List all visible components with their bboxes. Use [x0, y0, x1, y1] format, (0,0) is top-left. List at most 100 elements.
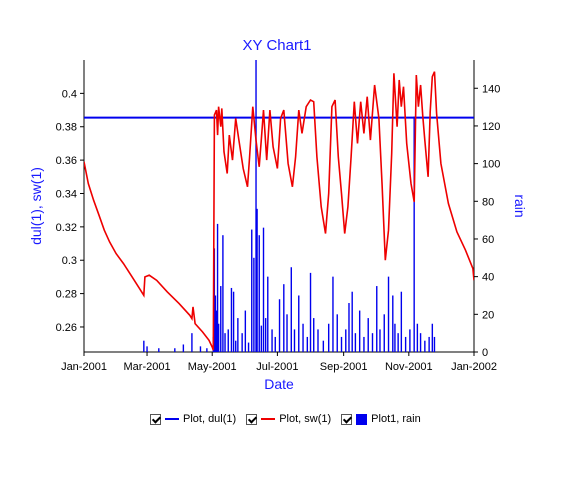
y2-tick-label: 60	[482, 234, 494, 246]
rain-bar	[260, 325, 263, 352]
y2-axis: 0 20 40 60 80 100 120 140	[474, 83, 500, 359]
rain-bar	[262, 227, 265, 352]
x-axis: Jan-2001 Mar-2001 May-2001 Jul-2001 Sep-2001…	[61, 352, 497, 373]
x-tick-label: Jul-2001	[256, 361, 298, 373]
y-axis: 0.26 0.28 0.3 0.32 0.34 0.36 0.38 0.4	[56, 88, 84, 334]
rain-bar	[271, 329, 273, 352]
rain-bar	[264, 318, 267, 352]
rain-bar	[274, 336, 276, 352]
chart-title: XY Chart1	[243, 37, 312, 54]
rain-bar	[322, 340, 325, 352]
y2-tick-label: 20	[482, 309, 494, 321]
series-layer	[84, 60, 474, 352]
y-tick-label: 0.34	[56, 188, 77, 200]
rain-bar	[158, 348, 160, 352]
rain-bar	[313, 318, 315, 352]
x-tick-label: Nov-2001	[385, 361, 433, 373]
rain-bar	[215, 310, 218, 352]
legend-item-rain[interactable]: Plot1, rain	[341, 413, 421, 425]
rain-bar	[217, 323, 220, 352]
plot-area	[83, 60, 475, 353]
rain-bar	[174, 348, 176, 352]
rain-bar	[199, 346, 202, 352]
rain-bar	[354, 333, 357, 352]
legend: Plot, dul(1) Plot, sw(1) Plot1, rain	[150, 413, 431, 425]
rain-bar	[302, 323, 304, 352]
rain-bar	[227, 329, 229, 352]
rain-bar	[367, 318, 369, 352]
rain-bar	[286, 314, 288, 352]
x-tick-label: May-2001	[188, 361, 237, 373]
rain-bar	[244, 310, 247, 352]
rain-bar	[146, 346, 148, 352]
legend-label-sw: Plot, sw(1)	[279, 413, 332, 425]
rain-bar	[224, 333, 226, 352]
y2-tick-label: 100	[482, 159, 500, 171]
rain-bar	[394, 323, 396, 352]
rain-bar	[424, 340, 426, 352]
rain-bar	[397, 333, 399, 352]
x-tick-label: Jan-2002	[451, 361, 497, 373]
rain-bar	[428, 336, 430, 352]
rain-bar	[345, 329, 347, 352]
rain-bar	[351, 291, 353, 352]
rain-bar	[256, 208, 258, 352]
rain-bar	[206, 348, 208, 352]
rain-bar	[416, 323, 419, 352]
rain-bar	[379, 329, 381, 352]
rain-bar	[251, 229, 253, 352]
y-tick-label: 0.28	[56, 289, 77, 301]
rain-bar	[293, 329, 296, 352]
legend-item-dul[interactable]: Plot, dul(1)	[150, 413, 236, 425]
rain-bar	[278, 299, 281, 352]
rain-bar	[404, 336, 407, 352]
rain-bar	[222, 235, 224, 352]
rain-bar	[392, 295, 394, 352]
rain-bar	[317, 329, 319, 352]
x-tick-label: Jan-2001	[61, 361, 107, 373]
legend-label-dul: Plot, dul(1)	[183, 413, 237, 425]
legend-swatch-dul	[165, 418, 179, 420]
rain-bar	[237, 318, 239, 352]
legend-checkbox-dul[interactable]	[150, 413, 161, 425]
rain-bar	[258, 235, 260, 352]
rain-bar	[253, 257, 255, 352]
rain-bar	[230, 287, 233, 352]
rain-bar	[383, 314, 385, 352]
rain-bar	[214, 295, 217, 352]
y-tick-label: 0.4	[62, 88, 77, 100]
rain-bar	[363, 336, 365, 352]
rain-bar	[336, 314, 338, 352]
rain-bar	[220, 286, 222, 352]
rain-bar	[247, 342, 250, 352]
rain-bar	[306, 336, 309, 352]
rain-bar	[241, 333, 243, 352]
rain-bar	[255, 60, 257, 352]
rain-bar	[267, 276, 269, 352]
legend-checkbox-sw[interactable]	[246, 413, 258, 425]
rain-bar	[348, 303, 350, 352]
sw-line	[84, 71, 474, 351]
y2-axis-title: rain	[512, 194, 528, 217]
y-tick-label: 0.26	[56, 322, 77, 334]
rain-bar	[235, 340, 237, 352]
rain-bar	[191, 333, 193, 352]
legend-label-rain: Plot1, rain	[371, 413, 421, 425]
y-tick-label: 0.36	[56, 155, 77, 167]
legend-checkbox-rain[interactable]	[341, 413, 353, 425]
rain-bar	[433, 336, 436, 352]
y-tick-label: 0.3	[62, 255, 77, 267]
rain-bar	[290, 267, 292, 352]
rain-bar	[413, 116, 415, 352]
y-tick-label: 0.38	[56, 122, 77, 134]
rain-bar	[216, 223, 219, 352]
rain-bar	[283, 284, 285, 352]
legend-swatch-rain	[356, 413, 368, 425]
x-tick-label: Sep-2001	[320, 361, 368, 373]
rain-bar	[358, 310, 361, 352]
y2-tick-label: 80	[482, 196, 494, 208]
rain-bar	[376, 286, 378, 352]
y2-tick-label: 140	[482, 83, 500, 95]
legend-item-sw[interactable]: Plot, sw(1)	[246, 413, 331, 425]
rain-bar	[232, 291, 235, 352]
